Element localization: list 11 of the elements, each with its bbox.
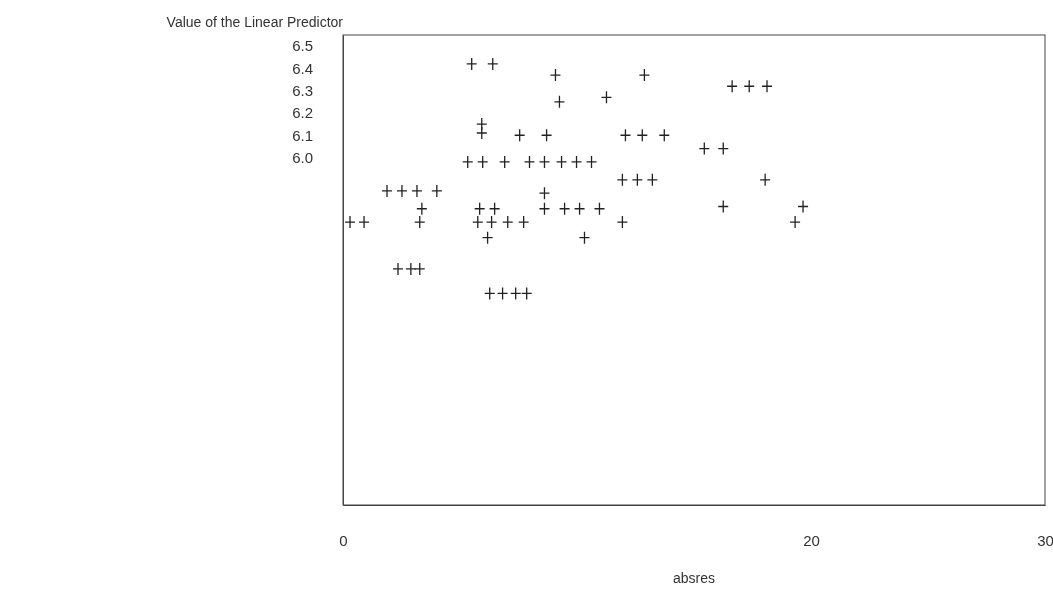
x-tick-label: 20 [803, 531, 820, 549]
x-tick-label: 30 [1037, 531, 1053, 549]
y-tick-label: 6.3 [292, 81, 313, 99]
x-axis-title: absres [672, 570, 716, 586]
y-tick-label: 6.0 [292, 148, 313, 166]
y-axis-title: Value of the Linear Predictor [166, 14, 344, 30]
y-tick-label: 6.2 [292, 104, 313, 122]
y-tick-label: 6.4 [292, 59, 313, 77]
y-tick-label: 6.5 [292, 37, 313, 55]
x-tick-label: 0 [339, 531, 348, 549]
y-tick-label: 6.1 [292, 126, 313, 144]
